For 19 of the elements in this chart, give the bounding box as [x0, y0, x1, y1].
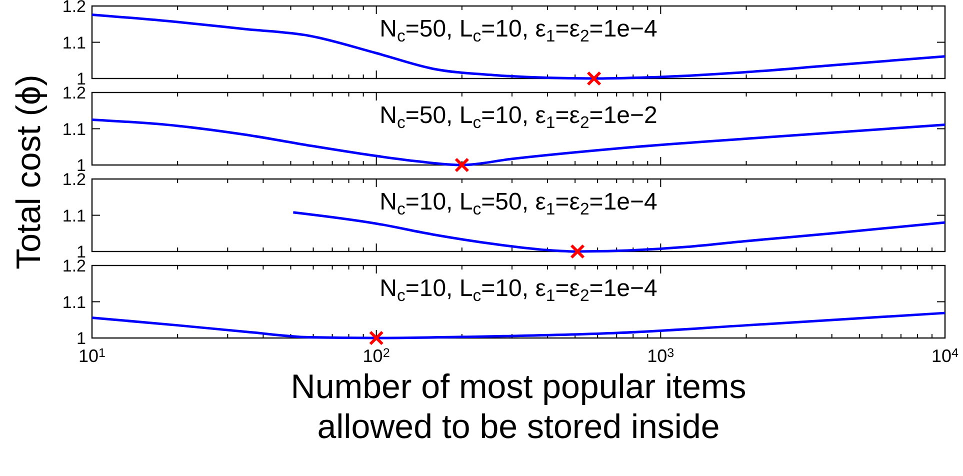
text: N$_{c}$=50, L$_{c}$=10, ε$_{1}$=ε$_{2}$=1e−2: [380, 102, 658, 132]
x-tick-label: 10$^{1}$: [78, 346, 106, 366]
x-tick-label: 10$^{4}$: [931, 346, 959, 366]
y-axis-title: Total cost (ϕ): [10, 74, 48, 270]
y-tick-label: 1.2: [62, 256, 86, 276]
y-tick-label: 1.1: [62, 206, 86, 226]
y-tick-label: 1: [76, 329, 86, 348]
x-tick-label: 10$^{2}$: [362, 346, 390, 366]
y-tick-label: 1.1: [62, 33, 86, 52]
text: N$_{c}$=10, L$_{c}$=10, ε$_{1}$=ε$_{2}$=1e−4: [380, 274, 658, 306]
y-tick-label: 1.2: [62, 84, 86, 102]
x-axis-title: Number of most popular items allowed to be stored inside: [290, 368, 746, 446]
text: N$_{c}$=10, L$_{c}$=50, ε$_{1}$=ε$_{2}$=1e−4: [380, 188, 658, 219]
text: N$_{c}$=50, L$_{c}$=10, ε$_{1}$=ε$_{2}$=1e−4: [380, 15, 658, 46]
y-tick-label: 1.1: [62, 292, 86, 312]
x-tick-label: 10$^{3}$: [647, 346, 674, 366]
y-tick-label: 1.2: [62, 170, 86, 189]
y-tick-label: 1.1: [62, 120, 86, 139]
y-tick-label: 1.2: [62, 0, 86, 16]
